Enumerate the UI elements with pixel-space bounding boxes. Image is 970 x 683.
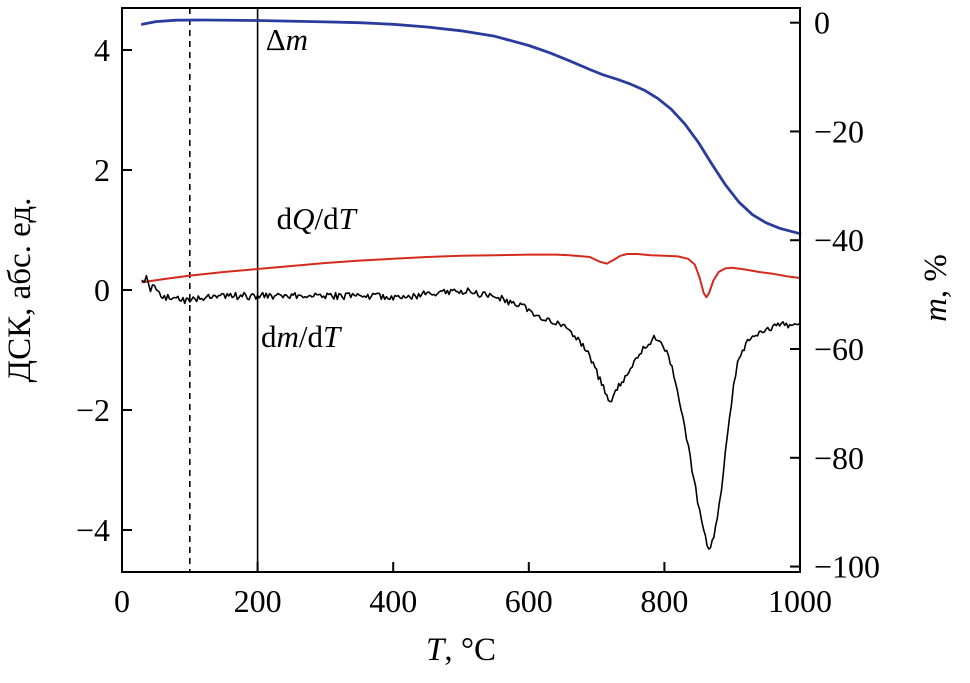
right-axis-tick-label: −100 xyxy=(814,549,880,585)
x-axis-tick-label: 800 xyxy=(640,583,688,619)
x-axis-tick-label: 600 xyxy=(505,583,553,619)
label-delta-m: Δm xyxy=(266,22,308,57)
x-axis-tick-label: 1000 xyxy=(768,583,832,619)
x-axis-tick-label: 200 xyxy=(234,583,282,619)
right-axis-tick-label: 0 xyxy=(814,5,830,41)
reference-lines-layer xyxy=(189,8,259,572)
x-axis-tick-label: 0 xyxy=(114,583,130,619)
right-axis-tick-label: −60 xyxy=(814,331,864,367)
left-axis-tick-label: −4 xyxy=(76,512,110,548)
right-axis-tick-label: −20 xyxy=(814,113,864,149)
curves-layer xyxy=(140,18,802,550)
axes-layer: 0 200 400 600 800 1000420−2−40−20−40−60−80−10… xyxy=(76,5,880,619)
curve-delta-m xyxy=(140,18,802,236)
left-axis-tick-label: −2 xyxy=(76,392,110,428)
right-axis-tick-label: −80 xyxy=(814,440,864,476)
right-axis-tick-label: −40 xyxy=(814,222,864,258)
curve-dq-dt xyxy=(141,253,801,299)
left-axis-tick-label: 0 xyxy=(94,272,110,308)
right-axis-title: m, % xyxy=(918,254,954,322)
x-axis-title: T, °C xyxy=(426,632,496,668)
left-axis-tick-label: 4 xyxy=(94,32,110,68)
label-dm-dt: dm/dT xyxy=(261,319,343,354)
label-dq-dt: dQ/dT xyxy=(277,201,359,236)
curve-labels-layer: Δm dQ/dT dm/dT xyxy=(261,22,359,354)
left-axis-title: ДСК, абс. ед. xyxy=(2,198,38,383)
x-axis-tick-label: 400 xyxy=(369,583,417,619)
left-axis-tick-label: 2 xyxy=(94,152,110,188)
curve-dm-dt xyxy=(141,274,801,550)
